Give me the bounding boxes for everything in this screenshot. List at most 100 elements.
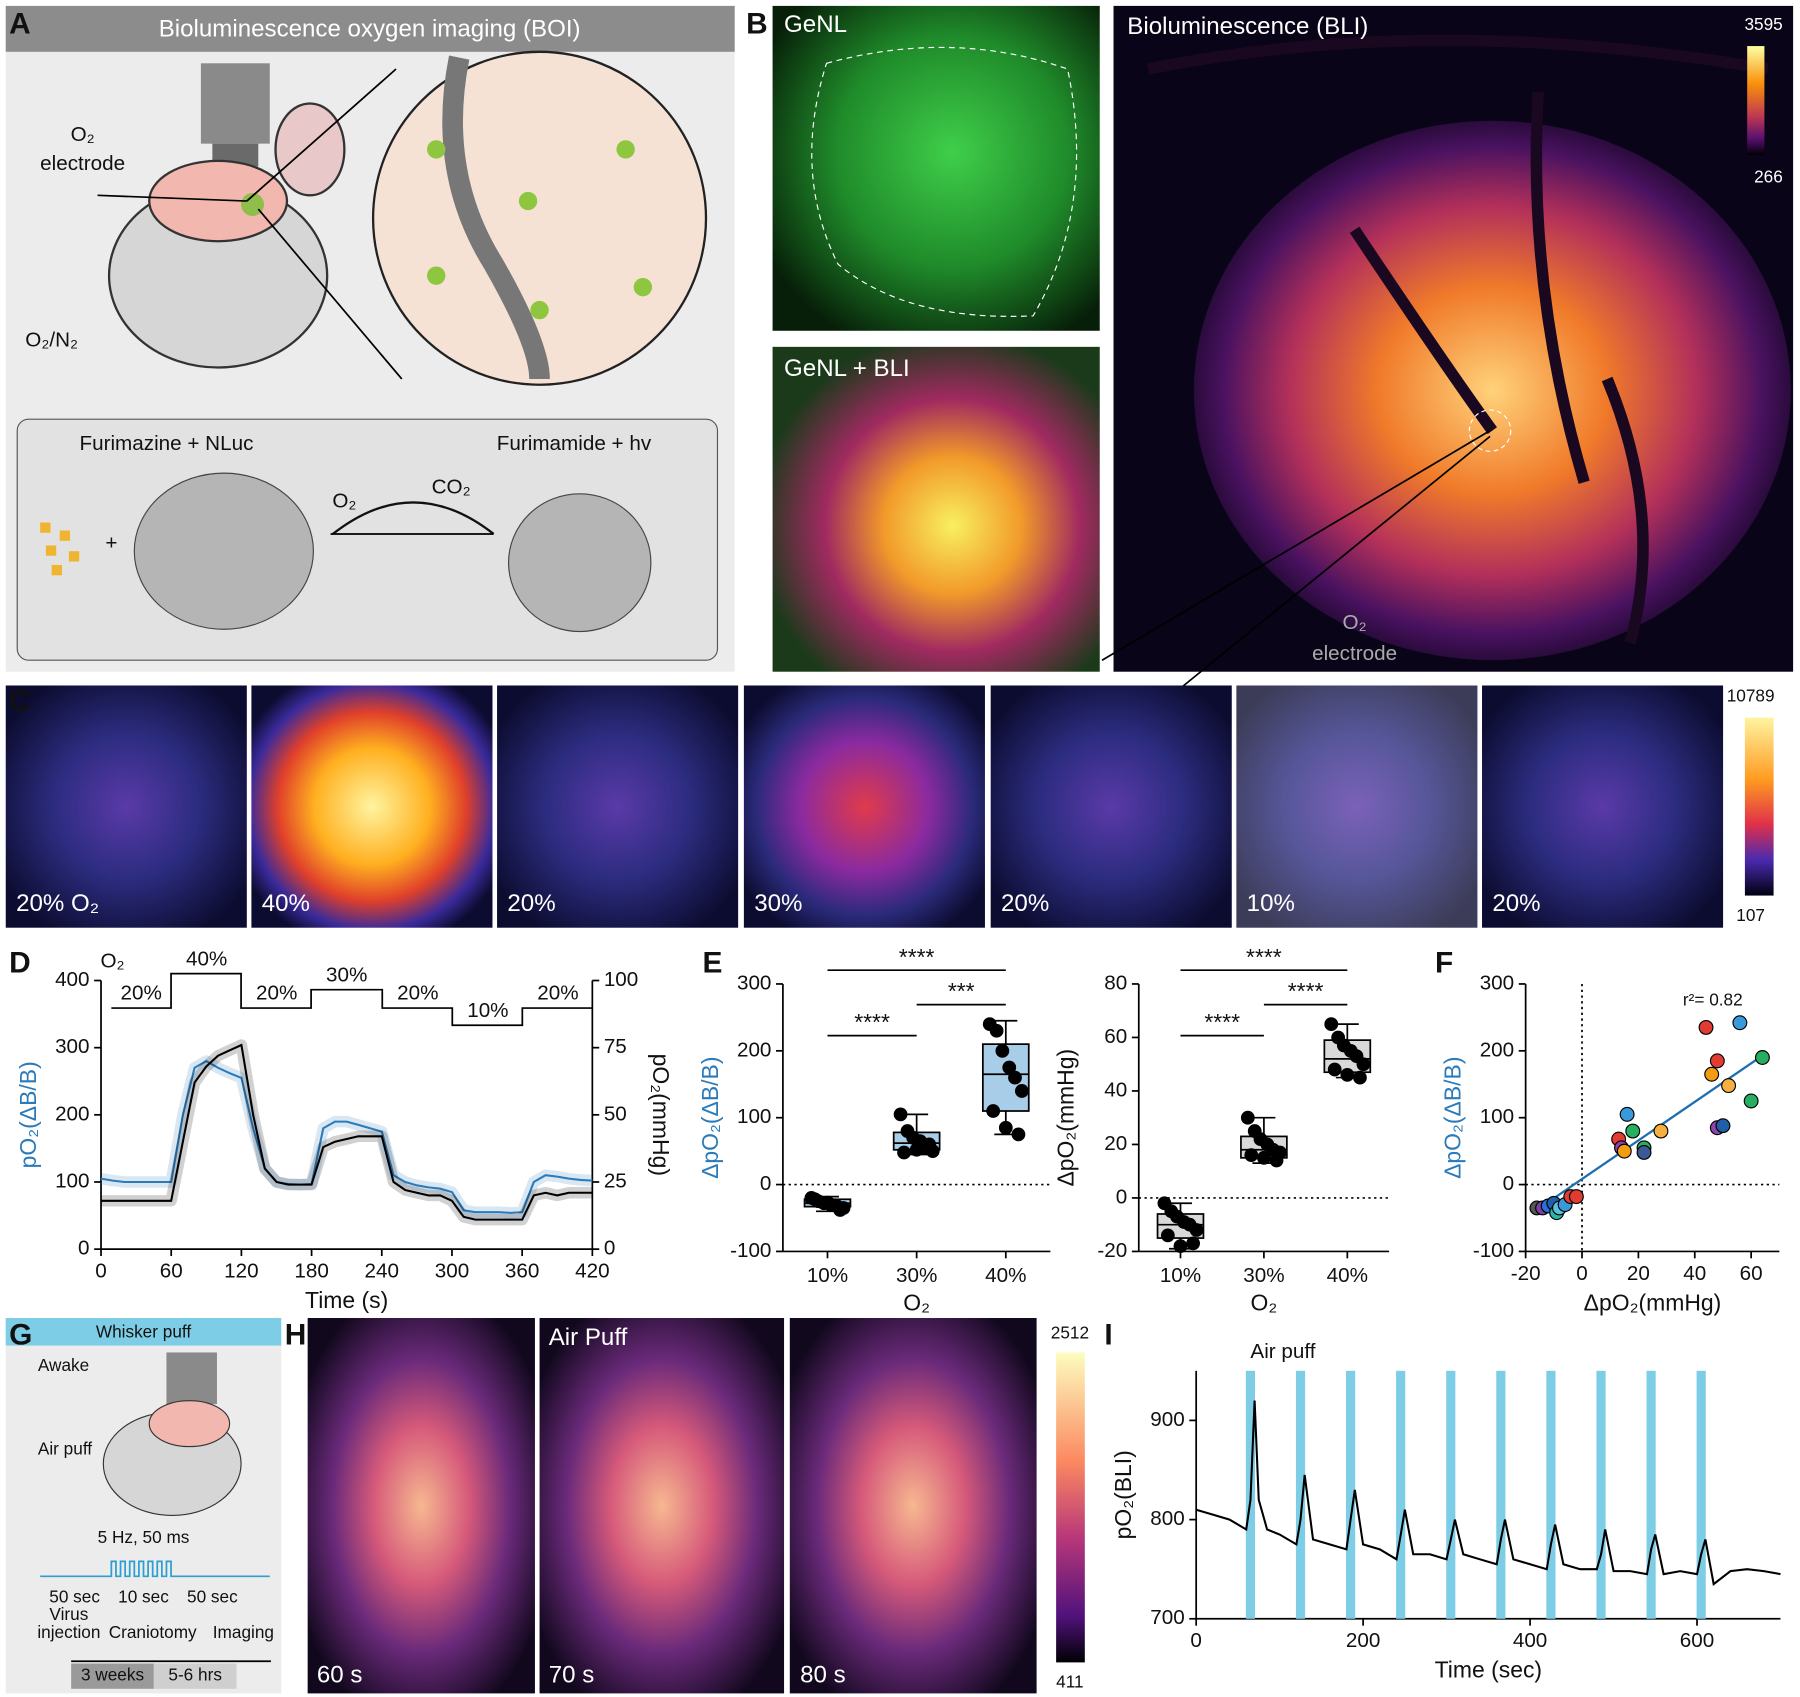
data-line [1195, 1400, 1781, 1586]
header-bar [5, 5, 735, 52]
data-point [1011, 1127, 1026, 1142]
x-axis-label: ΔpO₂(mmHg) [1584, 1289, 1722, 1315]
panel-title: Bioluminescence oxygen imaging (BOI) [159, 15, 581, 42]
frame-label: 40% [262, 890, 310, 917]
objective [166, 1352, 217, 1405]
frame-image [1236, 685, 1478, 928]
data-point [1743, 1093, 1759, 1109]
data-point [1619, 1106, 1635, 1122]
y-tick-label: 300 [55, 1035, 89, 1058]
data-point [1327, 1062, 1342, 1077]
x-tick-label: 200 [1346, 1629, 1380, 1652]
frame-label: Air Puff [549, 1324, 628, 1351]
panel-label: E [703, 946, 723, 979]
data-point [893, 1107, 908, 1122]
data-point [922, 1137, 937, 1152]
y-tick-label: 800 [1150, 1507, 1184, 1530]
protocol-step: 30% [326, 963, 367, 986]
y-tick-label: 200 [737, 1038, 771, 1061]
electrode-label: O₂ [1343, 611, 1367, 634]
pulse-train [40, 1560, 270, 1578]
protocol-step: 20% [256, 982, 297, 1005]
y-tick-label: 700 [1150, 1606, 1184, 1629]
data-point [989, 1023, 1004, 1038]
data-point [1653, 1123, 1669, 1139]
vessel [1146, 34, 1769, 645]
stimulus-bar [1396, 1370, 1406, 1619]
electrode-label: O₂ [71, 123, 95, 146]
reactant-label: O₂ [332, 489, 356, 512]
stimulus-bar [1446, 1370, 1456, 1619]
data-point [1616, 1143, 1632, 1159]
frame-image [251, 685, 493, 928]
x-tick-label: 600 [1680, 1629, 1714, 1652]
y-axis-label: ΔpO₂(ΔB/B) [1440, 1056, 1466, 1178]
y-tick-label: 0 [604, 1237, 616, 1260]
frame-label: 30% [754, 890, 802, 917]
data-point [1014, 1084, 1029, 1098]
frame-image [539, 1318, 785, 1694]
image-label: GeNL + BLI [784, 355, 910, 382]
x-tick-label: 360 [505, 1260, 539, 1283]
stimulus-bar [1346, 1370, 1356, 1619]
annotation: Air puff [1250, 1340, 1315, 1363]
x-tick-label: 40 [1683, 1262, 1706, 1285]
y-tick-label: 40 [1104, 1078, 1127, 1101]
brain [148, 159, 289, 243]
frame-label: 10% [1247, 890, 1295, 917]
y-axis-label: ΔpO₂(mmHg) [1053, 1049, 1079, 1187]
timeline-label: Imaging [213, 1622, 274, 1642]
overlay-image [772, 346, 1100, 672]
x-tick-label: 30% [1243, 1264, 1284, 1287]
gas-label: O₂/N₂ [25, 329, 78, 352]
colorbar-min: 411 [1056, 1672, 1083, 1692]
y-tick-label: 100 [604, 968, 638, 991]
x-axis-label: Time (sec) [1435, 1657, 1542, 1683]
frame-label: 60 s [317, 1662, 363, 1689]
electrode-line [1101, 429, 1491, 661]
colorbar [1747, 46, 1765, 156]
mouse-ear [274, 102, 346, 197]
data-point [1721, 1078, 1737, 1094]
frame-image [789, 1318, 1037, 1694]
state-label: Awake [38, 1355, 89, 1375]
data-point [1732, 1015, 1748, 1031]
x-tick-label: -20 [1511, 1262, 1541, 1285]
stimulus-bar [1596, 1370, 1606, 1619]
y2-axis-label: pO₂(mmHg) [648, 1054, 674, 1176]
frame-image [743, 685, 985, 928]
y-tick-label: 200 [1480, 1038, 1514, 1061]
x-tick-label: 400 [1513, 1629, 1547, 1652]
stimulus-bar [1496, 1370, 1506, 1619]
data-point [1353, 1070, 1367, 1085]
x-tick-label: 20 [1627, 1262, 1650, 1285]
data-point [1008, 1070, 1022, 1085]
roi-outline [811, 46, 1078, 317]
header-bar [5, 1318, 282, 1346]
x-axis-label: O₂ [1251, 1289, 1278, 1315]
stimulus-bar [1546, 1370, 1556, 1619]
stimulus-bar [1696, 1370, 1706, 1619]
y-tick-label: 20 [1104, 1132, 1127, 1155]
data-point [1754, 1050, 1770, 1065]
frame-image [5, 685, 247, 928]
data-point [1160, 1228, 1175, 1243]
protocol-step: 20% [537, 982, 578, 1005]
frame-image [497, 685, 739, 928]
x-tick-label: 240 [365, 1260, 399, 1283]
frame-image [990, 685, 1232, 928]
brain [148, 1400, 231, 1448]
x-tick-label: 40% [1327, 1264, 1368, 1287]
protocol-line [111, 972, 593, 1027]
data-point [1356, 1057, 1371, 1072]
furimazine [40, 522, 80, 576]
protocol-step: 10% [467, 999, 508, 1022]
electrode-site [1468, 409, 1512, 452]
y-tick-label: 75 [604, 1035, 627, 1058]
y-tick-label: 300 [1480, 971, 1514, 994]
frame-label: 80 s [800, 1662, 846, 1689]
cells [427, 140, 653, 320]
y-tick-label: 100 [55, 1169, 89, 1192]
data-point [1002, 1060, 1017, 1075]
data-point [1715, 1118, 1731, 1134]
